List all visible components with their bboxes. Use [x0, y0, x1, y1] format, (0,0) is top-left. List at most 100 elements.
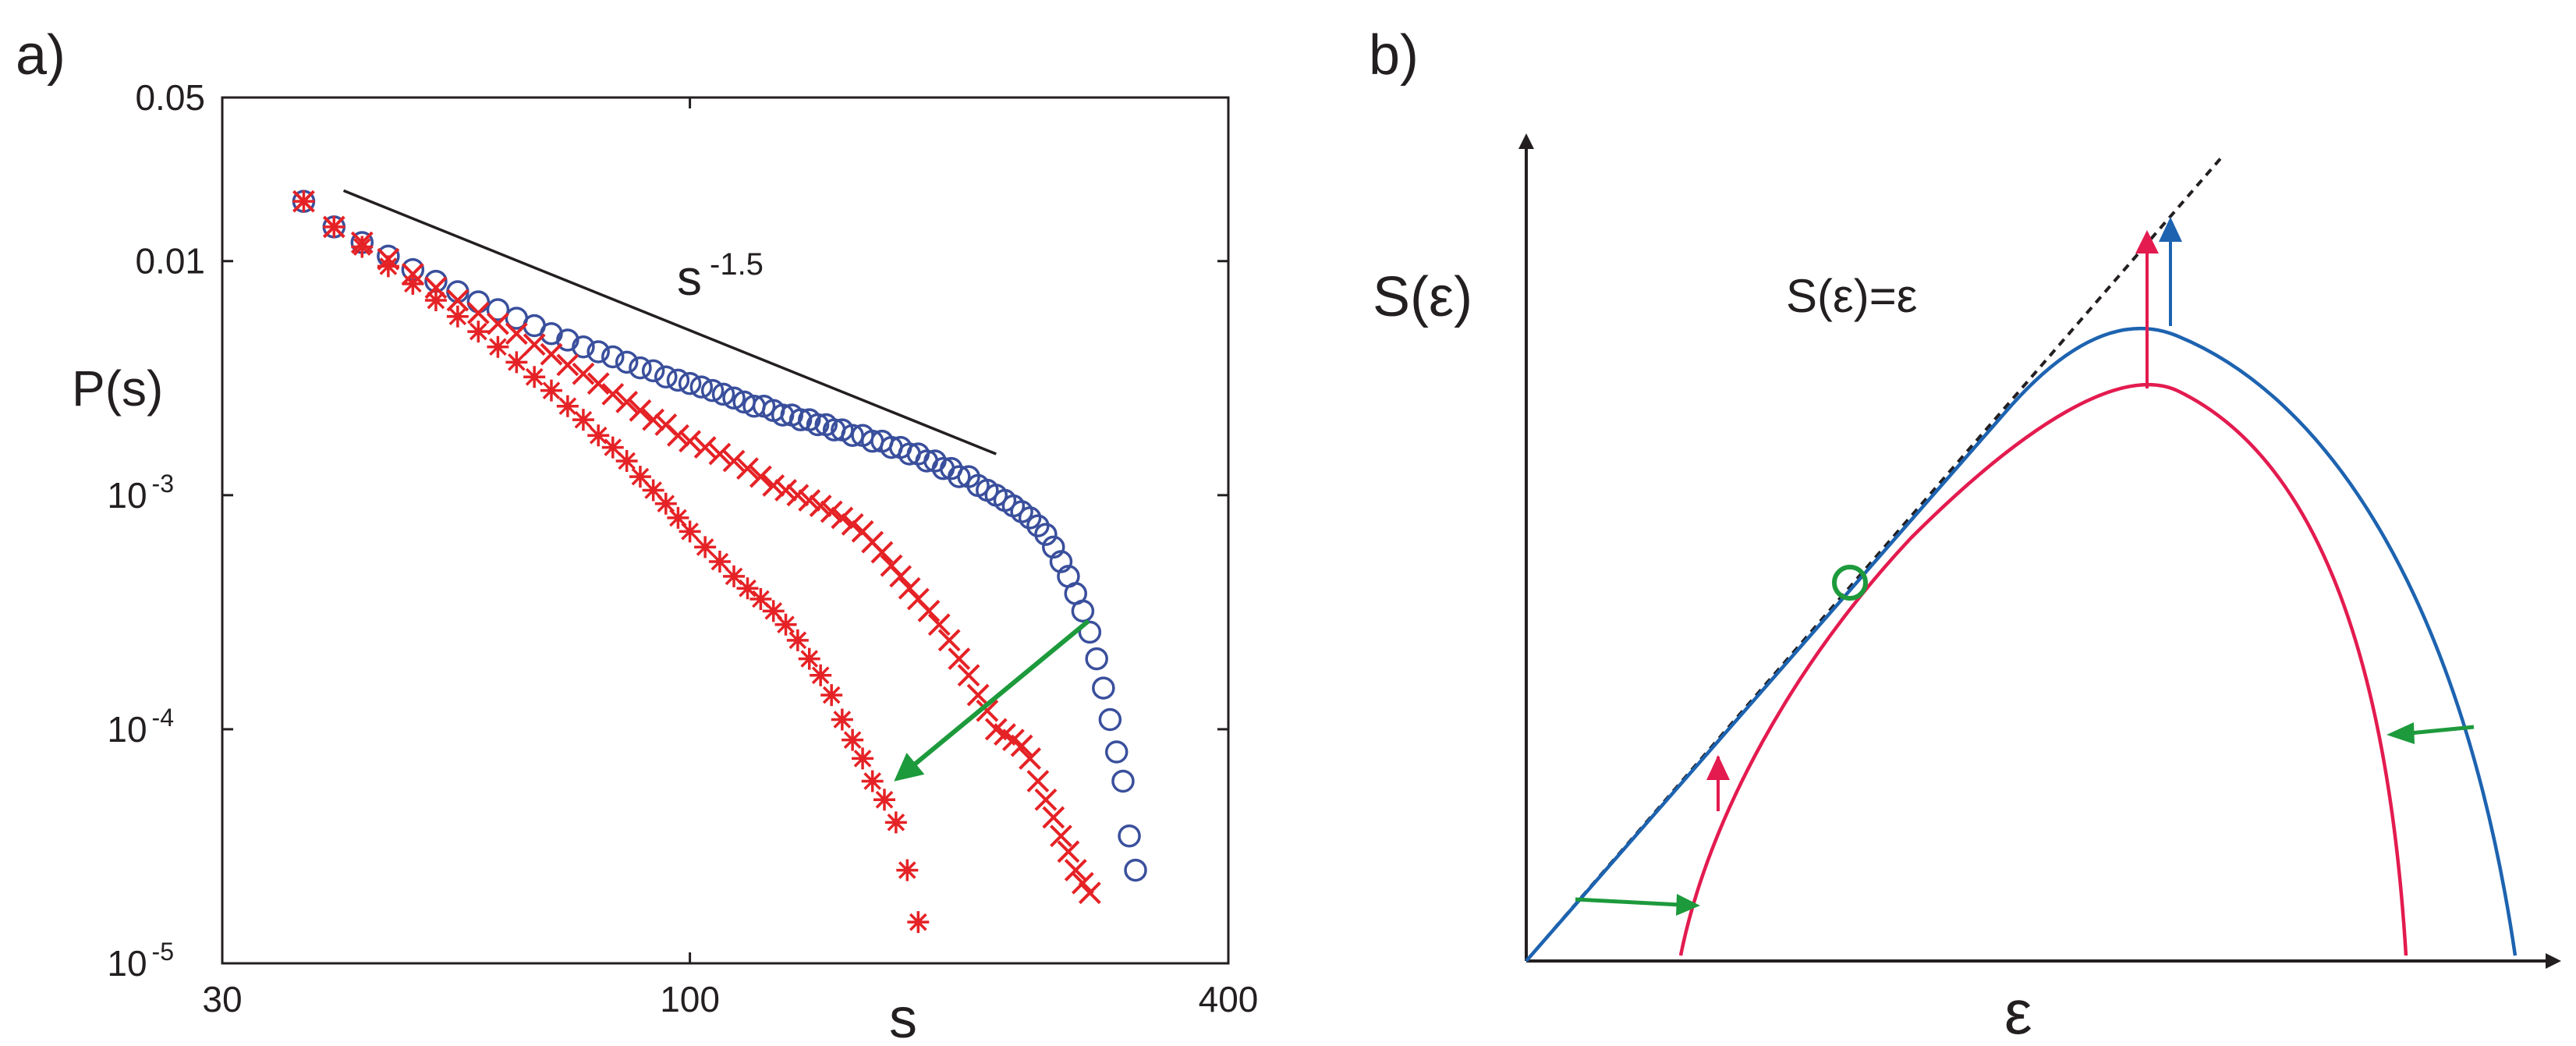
- cross-point: [1019, 746, 1042, 770]
- asterisk-point: [351, 236, 374, 258]
- asterisk-point: [601, 436, 624, 459]
- asterisk-point: [615, 449, 638, 472]
- cross-point: [629, 399, 652, 422]
- circle-point: [806, 413, 830, 437]
- cross-point: [831, 506, 854, 530]
- pink-arrowhead-left: [1706, 755, 1730, 780]
- reference-line: [342, 189, 997, 456]
- cross-point: [693, 436, 717, 459]
- cross-point: [870, 541, 894, 564]
- y-tick-label: 10 -3: [107, 470, 174, 516]
- asterisk-point: [587, 424, 610, 447]
- asterisk-point: [572, 409, 594, 431]
- cross-point: [679, 430, 702, 453]
- cross-point: [601, 382, 625, 406]
- asterisk-point: [654, 492, 677, 515]
- cross-point: [976, 699, 999, 722]
- circle-point: [572, 335, 595, 359]
- y-tick-exponent: -3: [152, 470, 174, 498]
- panel-b-label: b): [1369, 24, 1419, 87]
- circle-point: [1118, 824, 1141, 848]
- circle-point: [722, 386, 746, 410]
- cross-point: [749, 465, 772, 488]
- diagonal-dashed-line: [1525, 154, 2224, 963]
- asterisk-point: [540, 379, 562, 402]
- series-asterisks: [292, 190, 930, 934]
- cross-point: [556, 353, 579, 377]
- asterisk-point: [679, 520, 701, 543]
- circle-point: [1034, 523, 1058, 546]
- cross-point: [841, 512, 864, 536]
- y-axis-label-b: S(ε): [1373, 266, 1472, 328]
- green-arrow-right: [2409, 725, 2475, 736]
- circle-point: [615, 350, 639, 374]
- circle-point: [641, 359, 665, 383]
- panel-a-label: a): [16, 24, 66, 87]
- cross-point: [798, 489, 821, 512]
- asterisk-point: [798, 647, 820, 670]
- reference-line-label: s -1.5: [677, 247, 764, 306]
- circle-point: [1078, 620, 1102, 644]
- cross-point: [1064, 859, 1087, 881]
- x-tick-label: 400: [1199, 979, 1259, 1019]
- circle-point: [1042, 535, 1065, 559]
- asterisk-point: [377, 255, 399, 278]
- circle-point: [1124, 858, 1147, 882]
- cross-point: [762, 473, 785, 497]
- circle-point: [1071, 599, 1095, 623]
- cross-point: [1010, 734, 1033, 757]
- cross-point: [615, 391, 639, 413]
- cross-point: [1034, 788, 1058, 811]
- y-tick-label: 10 -4: [107, 704, 174, 750]
- circle-point: [601, 345, 625, 369]
- asterisk-point: [642, 479, 664, 502]
- asterisk-point: [831, 708, 853, 731]
- trend-arrow: [894, 619, 1090, 782]
- circle-point: [1092, 676, 1115, 700]
- y-tick-label: 10 -5: [107, 938, 174, 984]
- circle-point: [1098, 707, 1122, 732]
- cross-point: [540, 342, 563, 366]
- asterisk-point: [446, 305, 469, 328]
- pink-arrowhead-right: [2135, 230, 2159, 254]
- series-circles: [292, 190, 1147, 882]
- asterisk-point: [424, 289, 447, 312]
- circle-point: [466, 290, 491, 314]
- asterisk-point: [467, 321, 490, 343]
- asterisk-point: [749, 587, 772, 610]
- circle-point: [689, 375, 714, 399]
- y-tick-base: 10: [107, 943, 147, 984]
- asterisk-point: [629, 466, 651, 488]
- cross-point: [820, 500, 843, 523]
- cross-point: [446, 289, 469, 312]
- cross-point: [523, 333, 546, 356]
- cross-point: [889, 565, 912, 588]
- cross-point: [505, 322, 528, 346]
- asterisk-point: [842, 729, 864, 751]
- cross-point: [572, 362, 595, 385]
- x-axis-label: s: [889, 987, 917, 1046]
- asterisk-point: [523, 366, 546, 388]
- asterisk-point: [774, 613, 797, 636]
- cross-point: [708, 442, 732, 466]
- circle-point: [629, 356, 652, 380]
- asterisk-point: [873, 789, 895, 811]
- cross-point: [917, 599, 941, 622]
- asterisk-point: [667, 506, 689, 529]
- circle-point: [700, 378, 725, 402]
- y-tick-exponent: -4: [152, 704, 174, 732]
- x-tick-label: 100: [660, 979, 720, 1019]
- green-arrowhead-right: [2386, 722, 2415, 744]
- y-tick-base: 10: [107, 475, 147, 516]
- circle-point: [1049, 550, 1073, 573]
- cross-point: [1057, 840, 1080, 863]
- cross-point: [937, 629, 961, 652]
- cross-point: [927, 613, 951, 636]
- cross-point: [722, 449, 746, 473]
- y-tick-base: 10: [107, 709, 147, 750]
- asterisk-point: [323, 215, 345, 238]
- y-tick-label: 0.01: [135, 241, 205, 282]
- circle-point: [948, 465, 971, 488]
- circle-point: [654, 365, 678, 388]
- y-tick-label: 0.05: [135, 77, 205, 118]
